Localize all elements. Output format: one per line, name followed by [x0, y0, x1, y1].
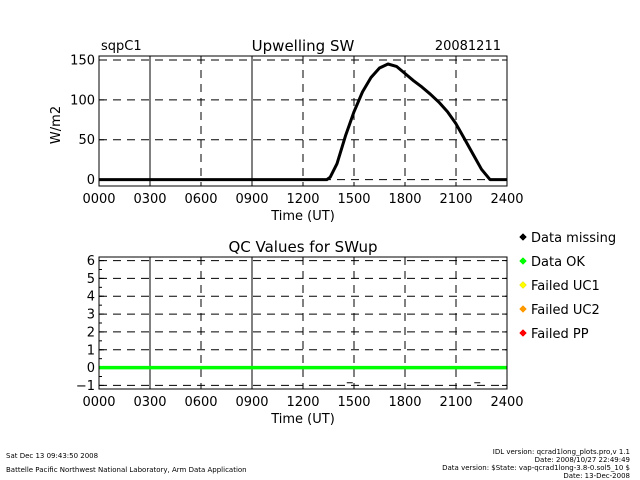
x-tick-label: 1800 — [388, 192, 421, 207]
legend-marker — [519, 233, 527, 241]
y-tick-label: 150 — [70, 53, 95, 68]
legend-label: Data missing — [531, 231, 616, 246]
footer-left: Sat Dec 13 09:43:50 2008 Battelle Pacifi… — [6, 452, 247, 474]
legend-marker — [519, 329, 527, 337]
footer-right: IDL version: qcrad1long_plots.pro,v 1.1 … — [442, 448, 630, 480]
x-tick-label: 1800 — [388, 395, 421, 410]
y-tick-label: 100 — [70, 93, 95, 108]
y-tick-label: 50 — [78, 133, 95, 148]
legend-label: Data OK — [531, 255, 585, 270]
x-tick-label: 1500 — [337, 192, 370, 207]
site-label: sqpC1 — [101, 39, 142, 54]
legend-label: Failed UC2 — [531, 303, 600, 318]
institution: Battelle Pacific Northwest National Labo… — [6, 466, 247, 474]
chart-title: Upwelling SW — [252, 37, 355, 55]
legend: Data missing Data OK Failed UC1 Failed UC2 F… — [519, 231, 616, 342]
y-tick-label: 0 — [87, 361, 95, 376]
series-line-swup — [99, 62, 507, 182]
legend-marker — [519, 281, 527, 289]
tick-labels: 0000 0300 0600 0900 1200 1500 1800 2100 2400 −1 0 1… — [76, 254, 524, 410]
y-tick-label: 1 — [87, 343, 95, 358]
tick-labels: 0000 0300 0600 0900 1200 1500 1800 2100 2400 0 50 1… — [70, 53, 523, 207]
idl-version: IDL version: qcrad1long_plots.pro,v 1.1 — [492, 448, 630, 456]
series — [99, 365, 507, 384]
x-axis-label: Time (UT) — [270, 412, 335, 427]
legend-label: Failed UC1 — [531, 279, 600, 294]
x-tick-label: 0300 — [133, 395, 166, 410]
x-tick-label: 2100 — [439, 192, 472, 207]
data-version: Data version: $State: vap-qcrad1long-3.8… — [442, 464, 630, 472]
qc-values-chart: QC Values for SWup Time (UT) 0000 0300 060… — [76, 238, 524, 427]
y-tick-label: −1 — [76, 379, 95, 394]
y-tick-label: 3 — [87, 308, 95, 323]
grid — [98, 56, 508, 186]
x-tick-label: 1200 — [286, 395, 319, 410]
x-tick-label: 1500 — [337, 395, 370, 410]
y-tick-label: 6 — [87, 254, 95, 269]
legend-marker — [519, 305, 527, 313]
x-tick-label: 2100 — [439, 395, 472, 410]
y-tick-label: 0 — [87, 173, 95, 188]
x-tick-label: 0900 — [235, 395, 268, 410]
idl-date: Date: 2008/10/27 22:49:49 — [534, 456, 630, 464]
plot-frame — [98, 55, 508, 187]
y-tick-label: 5 — [87, 272, 95, 287]
x-tick-label: 2400 — [490, 192, 523, 207]
date-label: 20081211 — [435, 39, 501, 54]
y-axis-label: W/m2 — [49, 106, 64, 144]
legend-label: Failed PP — [531, 327, 589, 342]
x-tick-label: 0600 — [184, 192, 217, 207]
legend-marker — [519, 257, 527, 265]
data-date: Date: 13-Dec-2008 — [563, 472, 630, 480]
x-tick-label: 0000 — [82, 192, 115, 207]
x-tick-label: 1200 — [286, 192, 319, 207]
x-tick-label: 2400 — [490, 395, 523, 410]
run-timestamp: Sat Dec 13 09:43:50 2008 — [6, 452, 99, 460]
x-tick-label: 0600 — [184, 395, 217, 410]
x-tick-label: 0900 — [235, 192, 268, 207]
x-axis-label: Time (UT) — [270, 209, 335, 224]
y-tick-label: 2 — [87, 325, 95, 340]
chart-title: QC Values for SWup — [228, 238, 377, 256]
y-tick-label: 4 — [87, 290, 95, 305]
series — [99, 62, 507, 182]
x-tick-label: 0000 — [82, 395, 115, 410]
upwelling-sw-chart: sqpC1 Upwelling SW 20081211 W/m2 Time (U… — [49, 37, 524, 224]
plot-frame — [98, 256, 508, 390]
x-tick-label: 0300 — [133, 192, 166, 207]
